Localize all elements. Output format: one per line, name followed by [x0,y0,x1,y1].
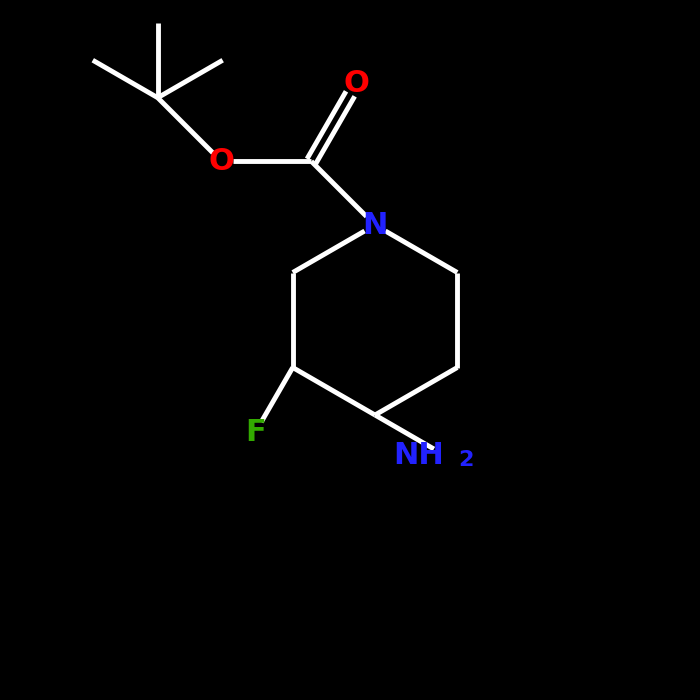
Text: F: F [245,418,265,447]
Text: N: N [363,211,388,239]
Text: 2: 2 [458,450,474,470]
Text: O: O [209,147,235,176]
Text: O: O [344,69,370,98]
Text: NH: NH [393,440,444,470]
